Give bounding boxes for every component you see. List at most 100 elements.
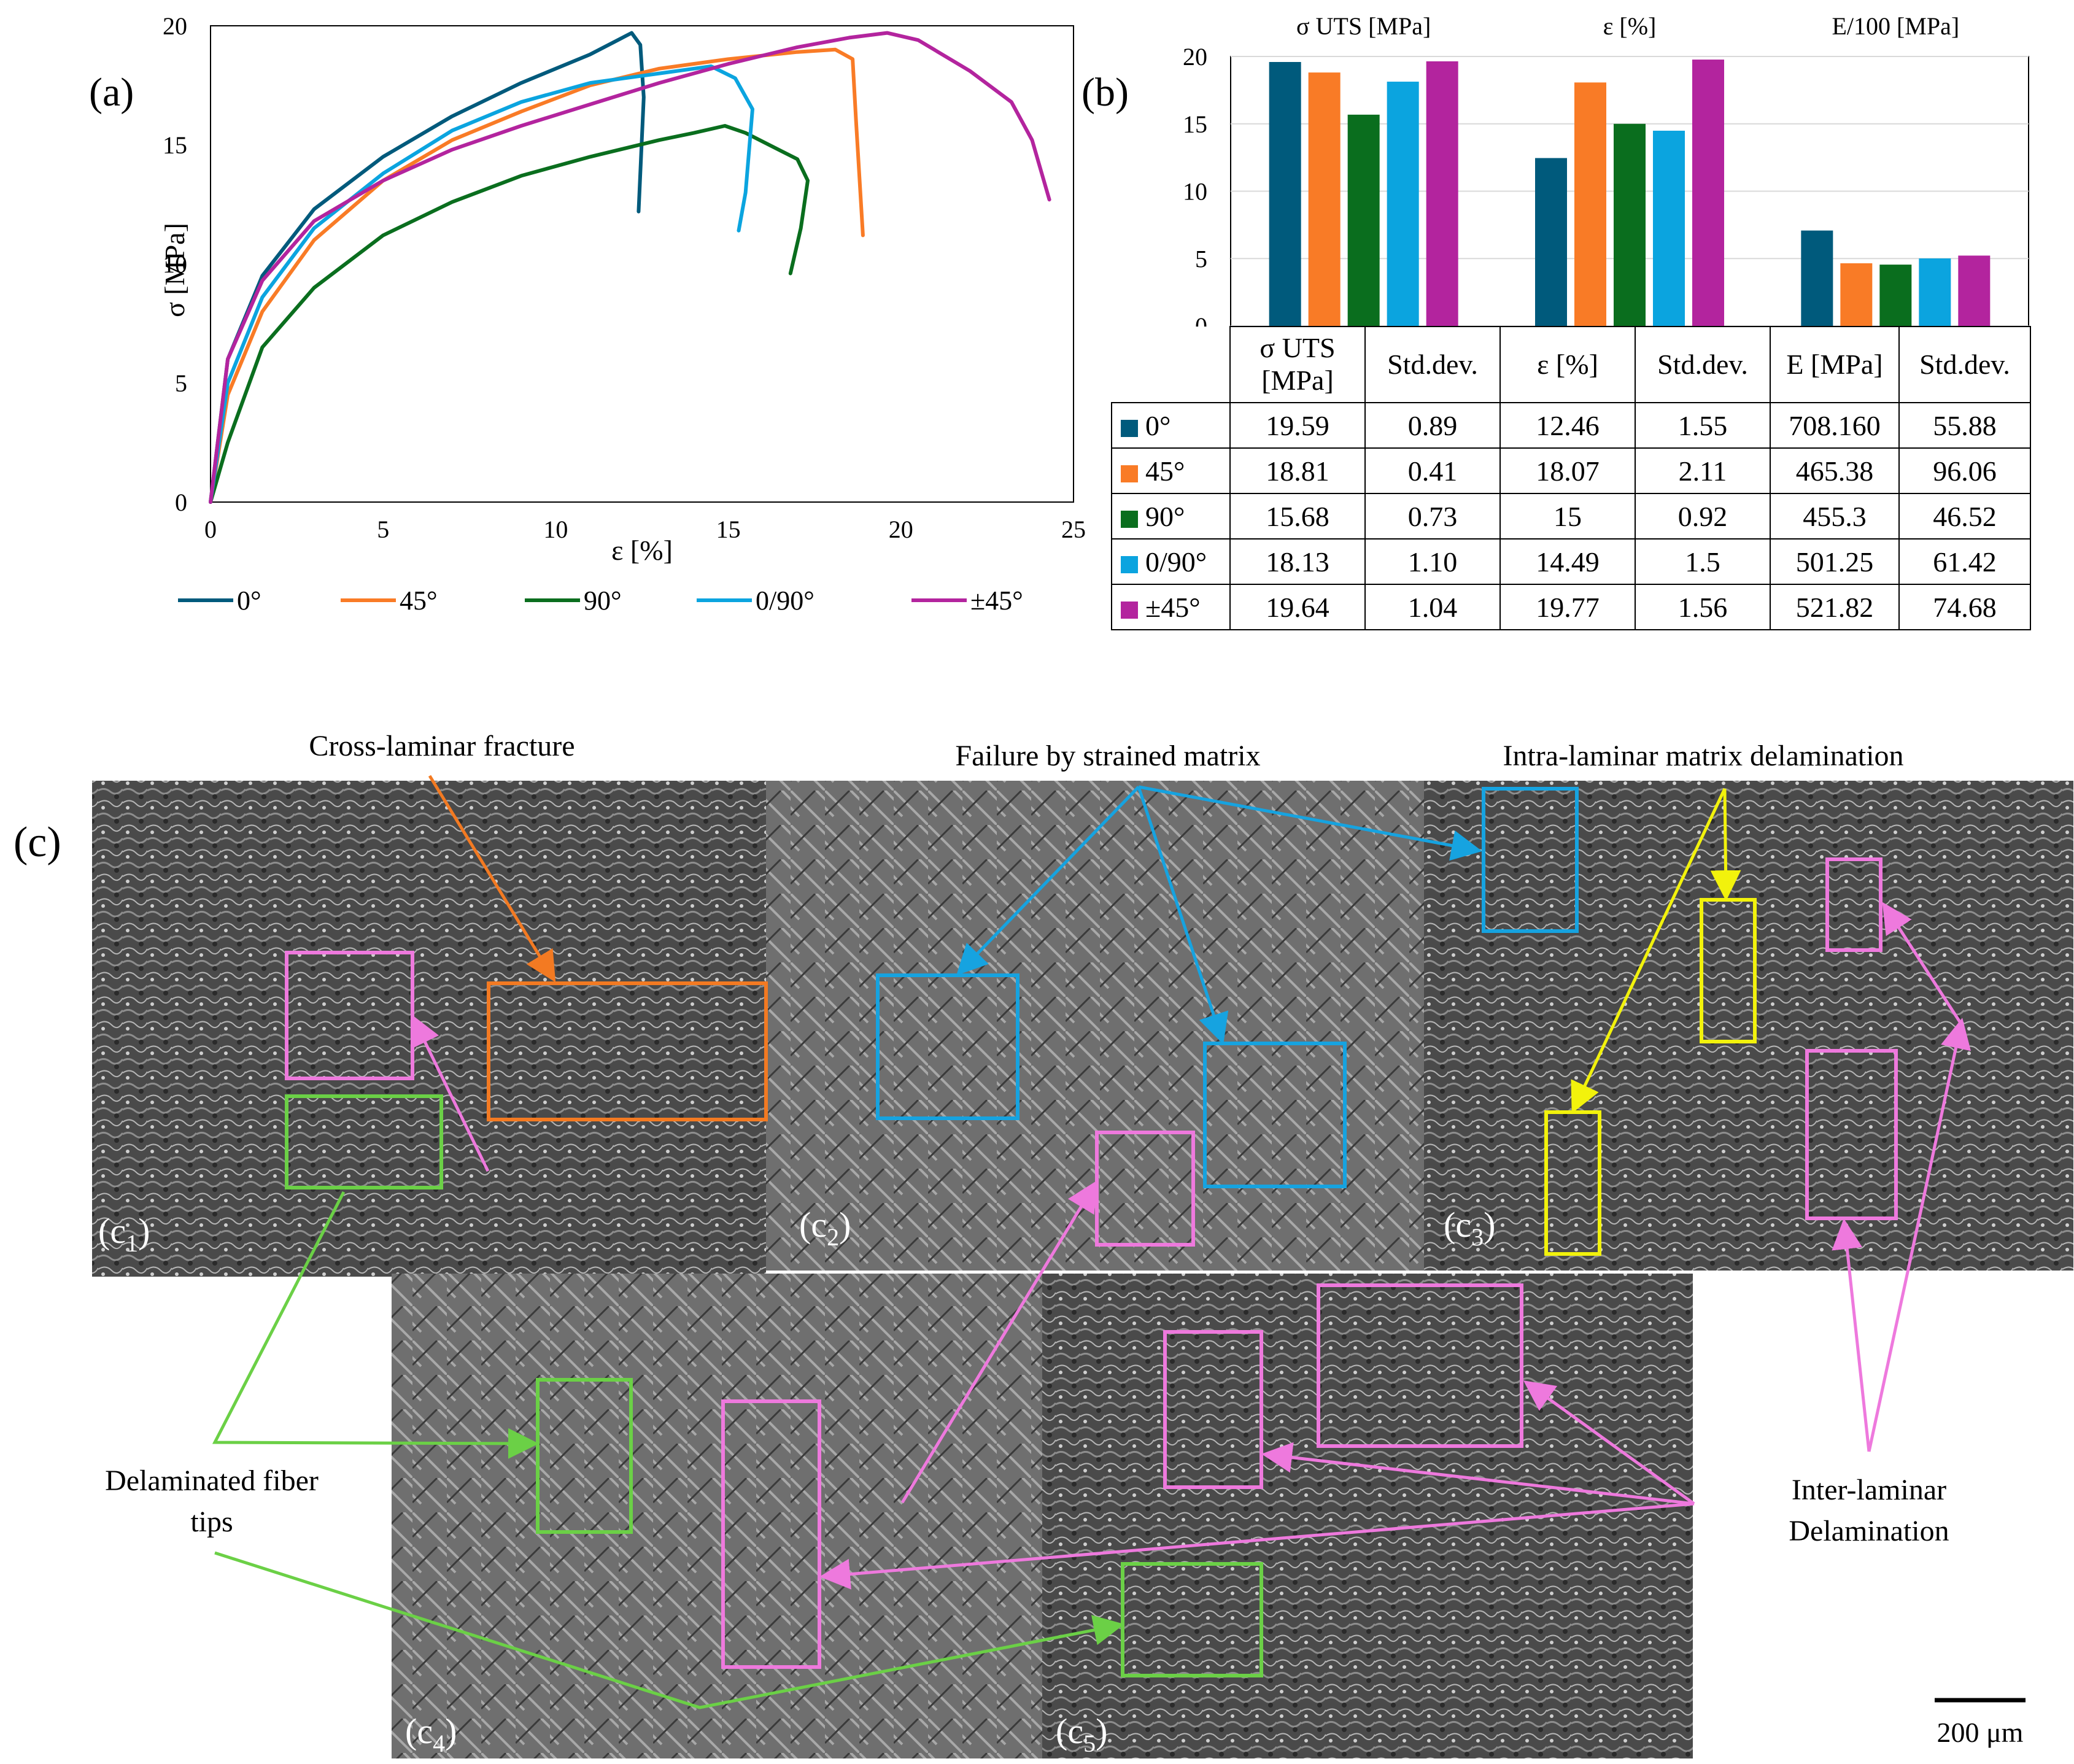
row-swatch: [1121, 465, 1138, 482]
x-tick-label: 25: [1061, 516, 1086, 543]
bar: [1958, 255, 1991, 326]
col-header-strain: ε [%]: [1499, 326, 1636, 403]
series-line: [209, 47, 865, 504]
label-inter-laminar: Inter-laminar Delamination: [1789, 1474, 1949, 1547]
series-line: [209, 31, 1051, 504]
legend-a: 0° 45° 90° 0/90° ±45°: [178, 586, 1023, 616]
arrow-c3-magenta-2: [1832, 1218, 1871, 1452]
y-tick-label: 20: [163, 12, 187, 40]
row-label: 90°: [1111, 493, 1231, 540]
c1-green-box: [285, 1094, 443, 1190]
x-tick-label: 10: [543, 516, 568, 543]
label-fiber-tips-line1: Delaminated fiber: [105, 1464, 319, 1497]
table-cell: 15: [1499, 493, 1636, 540]
c5-magenta-box-1: [1163, 1330, 1263, 1489]
bar: [1269, 61, 1301, 326]
label-inter-laminar-line1: Inter-laminar: [1792, 1474, 1946, 1506]
group-labels-b: σ UTS [MPa] ε [%] E/100 [MPa]: [1296, 12, 1959, 40]
table-cell: 46.52: [1898, 493, 2031, 540]
bar: [1653, 130, 1685, 326]
row-swatch: [1121, 601, 1138, 619]
y-tick-label: 10: [1183, 178, 1207, 206]
bar: [1426, 61, 1458, 326]
row-label: 45°: [1111, 447, 1231, 494]
sem-image-c3: [1424, 781, 2073, 1271]
table-cell: 1.56: [1635, 584, 1771, 630]
arrow-intra-2: [1571, 787, 1727, 1114]
table-cell: 465.38: [1770, 447, 1900, 494]
c4-magenta-box: [721, 1399, 821, 1669]
table-corner: [1112, 327, 1231, 403]
bar: [1692, 60, 1724, 327]
row-swatch: [1121, 419, 1138, 437]
bar: [1574, 82, 1606, 326]
x-tick-label: 5: [377, 516, 389, 543]
table-cell: 521.82: [1770, 584, 1900, 630]
group-label: ε [%]: [1603, 12, 1657, 40]
x-axis-label-a: ε [%]: [611, 535, 673, 566]
arrow-c3-magenta-1a: [1867, 1018, 1971, 1452]
table-cell: 96.06: [1898, 447, 2031, 494]
table-cell: 19.64: [1229, 584, 1366, 630]
bar: [1840, 263, 1873, 326]
y-tick-label: 15: [1183, 110, 1207, 138]
table-cell: 0.41: [1364, 447, 1501, 494]
series-line: [209, 64, 754, 504]
col-header-std-1: Std.dev.: [1364, 326, 1501, 403]
y-axis-label-a: σ [MPa]: [159, 223, 190, 317]
arrow-strained-c2-1: [956, 786, 1140, 976]
table-cell: 74.68: [1898, 584, 2031, 630]
bars-b: [1269, 60, 1991, 327]
table-cell: 15.68: [1229, 493, 1366, 540]
scale-bar-label: 200 μm: [1937, 1717, 2024, 1748]
x-tick-label: 15: [716, 516, 741, 543]
table-cell: 0.92: [1635, 493, 1771, 540]
y-tick-labels-a: 0 5 10 15 20: [163, 12, 187, 516]
c3-blue-box: [1482, 787, 1579, 933]
legend-label: 90°: [584, 586, 622, 616]
x-tick-labels-a: 0 5 10 15 20 25: [204, 516, 1086, 543]
table-cell: 55.88: [1898, 402, 2031, 449]
c1-orange-box: [487, 981, 768, 1121]
col-header-modulus: E [MPa]: [1770, 326, 1900, 403]
label-c4: (c4): [405, 1711, 457, 1757]
label-fiber-tips: Delaminated fiber tips: [105, 1464, 319, 1538]
arrow-strained-c3: [1138, 785, 1482, 861]
row-swatch: [1121, 555, 1138, 573]
col-header-std-2: Std.dev.: [1635, 326, 1771, 403]
col-header-uts: σ UTS [MPa]: [1229, 326, 1366, 403]
bar: [1919, 258, 1951, 326]
bar: [1347, 114, 1380, 326]
table-header-row: σ UTS [MPa] Std.dev. ε [%] Std.dev. E [MP…: [1112, 326, 2031, 403]
table-cell: 19.59: [1229, 402, 1366, 449]
c5-magenta-box-2: [1317, 1283, 1523, 1448]
c2-blue-box-1: [876, 973, 1020, 1120]
arrow-c3-magenta-1b: [1882, 902, 1963, 1025]
legend-label: 45°: [400, 586, 438, 616]
x-tick-label: 0: [204, 516, 217, 543]
table-cell: 61.42: [1898, 538, 2031, 585]
arrow-cross-laminar: [428, 775, 556, 983]
bar: [1614, 123, 1646, 326]
arrow-c2-magenta: [900, 1180, 1097, 1504]
arrow-c5-magenta-2: [1523, 1380, 1695, 1506]
label-inter-laminar-line2: Delamination: [1789, 1515, 1949, 1547]
table-cell: 0.73: [1364, 493, 1501, 540]
legend-label: 0/90°: [756, 586, 815, 616]
legend-label: ±45°: [970, 586, 1023, 616]
label-c3: (c3): [1444, 1205, 1495, 1251]
label-c5: (c5): [1056, 1711, 1107, 1757]
series-line: [209, 124, 810, 504]
table-cell: 12.46: [1499, 402, 1636, 449]
table-cell: 455.3: [1770, 493, 1900, 540]
bar: [1801, 230, 1833, 326]
table-cell: 2.11: [1635, 447, 1771, 494]
table-cell: 708.160: [1770, 402, 1900, 449]
legend-label: 0°: [237, 586, 261, 616]
label-cross-laminar: Cross-laminar fracture: [309, 730, 575, 762]
label-fiber-tips-line2: tips: [190, 1506, 233, 1538]
table-row: ±45° 19.64 1.04 19.77 1.56 521.82 74.68: [1111, 584, 2031, 630]
y-tick-label: 5: [175, 369, 187, 397]
